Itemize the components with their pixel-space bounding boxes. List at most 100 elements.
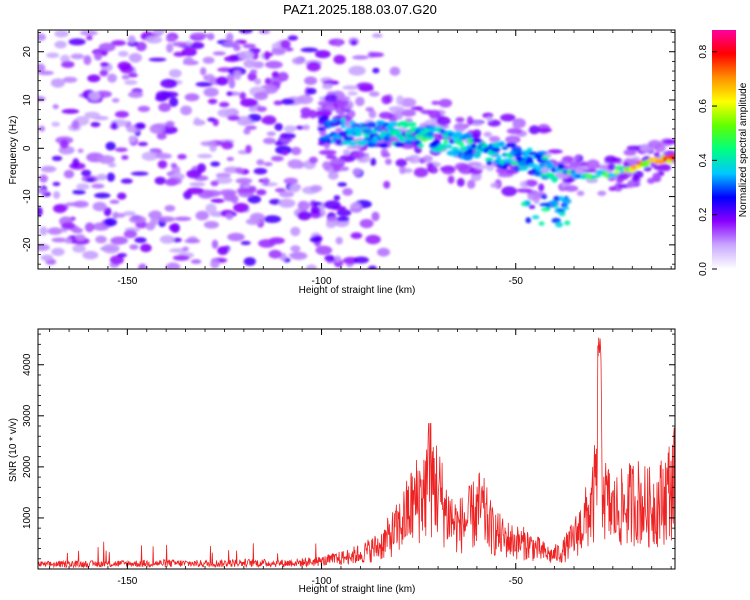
heatmap-cell bbox=[174, 216, 192, 221]
heatmap-cell bbox=[137, 141, 148, 147]
heatmap-cell bbox=[576, 190, 585, 196]
heatmap-cell bbox=[169, 248, 187, 253]
heatmap-cell bbox=[165, 120, 175, 128]
heatmap-cell bbox=[445, 144, 453, 149]
heatmap-cell bbox=[128, 135, 137, 143]
heatmap-cell bbox=[443, 138, 449, 144]
heatmap-cell bbox=[348, 65, 366, 76]
heatmap-cell bbox=[95, 235, 107, 244]
colorbar-label: Normalized spectral amplitude bbox=[738, 82, 749, 217]
heatmap-cell bbox=[165, 262, 181, 269]
heatmap-cell bbox=[51, 237, 67, 243]
heatmap-cell bbox=[626, 145, 641, 151]
heatmap-cell bbox=[352, 167, 362, 176]
colorbar-ticks: 0.0 0.2 0.4 0.6 0.8 bbox=[698, 44, 717, 276]
heatmap-cell bbox=[104, 218, 117, 227]
heatmap-cell bbox=[111, 98, 120, 103]
heatmap-cell bbox=[541, 155, 550, 160]
heatmap-cell bbox=[233, 70, 242, 81]
heatmap-cell bbox=[210, 198, 225, 203]
heatmap-cell bbox=[202, 56, 215, 64]
heatmap-cell bbox=[200, 141, 217, 147]
heatmap-cell bbox=[127, 72, 138, 78]
heatmap-cell bbox=[548, 162, 555, 169]
heatmap-cell bbox=[210, 259, 220, 269]
heatmap-cell bbox=[333, 195, 341, 201]
heatmap-cell bbox=[548, 200, 559, 206]
heatmap-cell bbox=[247, 195, 262, 204]
heatmap-cell bbox=[501, 186, 517, 197]
heatmap-cell bbox=[518, 165, 529, 171]
heatmap-cell bbox=[287, 35, 299, 41]
heatmap-cell bbox=[473, 153, 481, 159]
heatmap-cell bbox=[617, 184, 631, 189]
heatmap-cell bbox=[243, 128, 251, 135]
heatmap-cell bbox=[219, 101, 230, 108]
heatmap-cell bbox=[226, 91, 233, 96]
heatmap-cell bbox=[189, 182, 206, 187]
snr-plot-area bbox=[38, 329, 675, 569]
heatmap-cell bbox=[323, 142, 330, 150]
heatmap-cell bbox=[555, 221, 563, 228]
heatmap-cell bbox=[264, 77, 271, 85]
heatmap-cell bbox=[94, 51, 103, 61]
heatmap-cell bbox=[320, 115, 329, 122]
heatmap-cell bbox=[289, 183, 301, 193]
heatmap-cell bbox=[351, 150, 365, 159]
heatmap-cell bbox=[108, 162, 117, 168]
heatmap-cell bbox=[164, 178, 178, 186]
heatmap-cell bbox=[121, 155, 129, 160]
heatmap-cell bbox=[627, 158, 641, 166]
heatmap-cell bbox=[141, 151, 158, 161]
heatmap-cell bbox=[336, 216, 350, 222]
snr-ytick-label: 2000 bbox=[22, 455, 33, 478]
heatmap-cell bbox=[528, 125, 540, 135]
spectrogram-ytick-label: -10 bbox=[22, 189, 33, 204]
heatmap-cell bbox=[558, 210, 566, 217]
heatmap-cell bbox=[117, 192, 127, 200]
heatmap-cell bbox=[256, 189, 267, 196]
heatmap-cell bbox=[225, 32, 234, 43]
heatmap-cell bbox=[337, 182, 348, 187]
heatmap-cell bbox=[154, 176, 166, 185]
heatmap-cell bbox=[85, 177, 96, 183]
heatmap-cell bbox=[485, 157, 494, 162]
heatmap-cell bbox=[38, 188, 47, 194]
heatmap-cell bbox=[368, 52, 384, 58]
heatmap-cell bbox=[383, 180, 391, 189]
heatmap-cell bbox=[471, 121, 483, 127]
heatmap-cell bbox=[265, 60, 283, 69]
heatmap-cell bbox=[611, 157, 622, 164]
heatmap-cell bbox=[64, 238, 72, 244]
heatmap-cell bbox=[487, 119, 501, 127]
heatmap-cell bbox=[229, 54, 240, 60]
heatmap-cell bbox=[264, 52, 274, 57]
heatmap-cell bbox=[538, 221, 545, 226]
heatmap-cell bbox=[128, 53, 142, 63]
heatmap-cell bbox=[91, 183, 105, 189]
heatmap-cell bbox=[309, 156, 318, 164]
heatmap-cell bbox=[536, 151, 548, 155]
heatmap-cell bbox=[345, 136, 354, 141]
heatmap-cell bbox=[317, 100, 329, 107]
heatmap-cell bbox=[501, 146, 509, 151]
heatmap-cell bbox=[526, 156, 533, 163]
heatmap-cell bbox=[455, 117, 465, 123]
heatmap-cell bbox=[120, 178, 133, 184]
heatmap-cell bbox=[447, 175, 455, 184]
heatmap-cell bbox=[70, 53, 85, 60]
heatmap-cell bbox=[72, 189, 86, 195]
heatmap-cell bbox=[62, 76, 78, 83]
heatmap-cell bbox=[441, 165, 456, 175]
heatmap-cell bbox=[500, 113, 516, 122]
heatmap-cell bbox=[237, 50, 255, 60]
heatmap-cell bbox=[502, 164, 508, 170]
heatmap-cell bbox=[385, 158, 392, 165]
heatmap-cell bbox=[77, 148, 84, 154]
heatmap-cell bbox=[586, 159, 600, 170]
heatmap-cell bbox=[53, 191, 61, 199]
heatmap-cell bbox=[61, 108, 80, 114]
heatmap-cell bbox=[532, 215, 540, 220]
heatmap-cell bbox=[92, 201, 107, 212]
heatmap-cell bbox=[277, 71, 289, 82]
